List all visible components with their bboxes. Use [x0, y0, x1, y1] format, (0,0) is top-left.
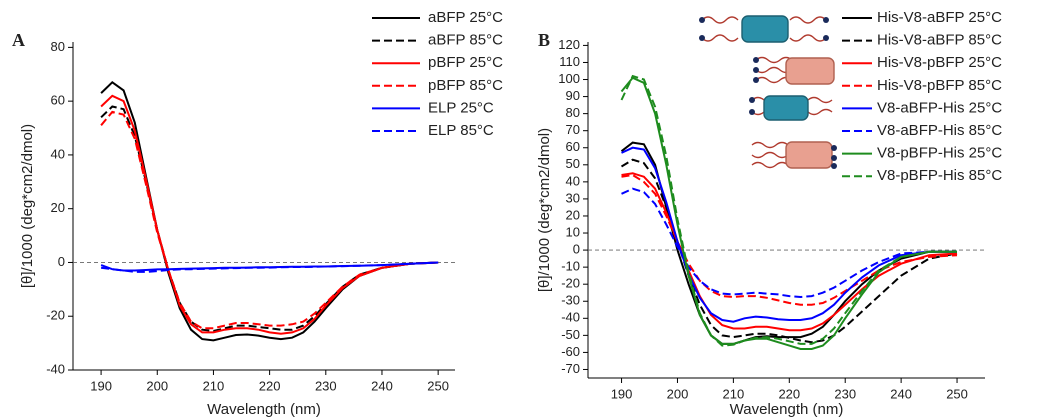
- y-tick-label: 50: [566, 156, 580, 171]
- y-tick-label: 90: [566, 88, 580, 103]
- legend-label: His-V8-aBFP 85°C: [877, 32, 1002, 49]
- x-tick-label: 240: [371, 378, 393, 393]
- panel-label: B: [538, 30, 550, 50]
- y-tick-label: 80: [51, 39, 65, 54]
- chain: [701, 16, 739, 24]
- y-tick-label: 10: [566, 224, 580, 239]
- x-tick-label: 250: [427, 378, 449, 393]
- y-tick-label: -40: [46, 361, 65, 376]
- y-tick-label: 20: [51, 200, 65, 215]
- y-tick-label: -10: [561, 259, 580, 274]
- y-tick-label: 110: [559, 54, 580, 69]
- series-line: [620, 76, 957, 350]
- y-tick-label: 100: [558, 71, 580, 86]
- legend-label: aBFP 85°C: [428, 32, 503, 49]
- x-tick-label: 190: [90, 378, 112, 393]
- chain: [701, 34, 739, 42]
- series-line: [621, 146, 957, 323]
- barrel: [785, 57, 835, 85]
- series-line: [100, 110, 439, 330]
- y-tick-label: -50: [561, 327, 580, 342]
- y-axis-label: [θ]/1000 (deg*cm2/dmol): [536, 128, 553, 292]
- legend-label: pBFP 25°C: [428, 54, 503, 71]
- legend-label: His-V8-pBFP 85°C: [877, 77, 1002, 94]
- x-tick-label: 240: [890, 386, 912, 401]
- y-tick-label: -20: [561, 276, 580, 291]
- panel-label: A: [12, 30, 25, 50]
- x-tick-label: 220: [778, 386, 800, 401]
- x-tick-label: 200: [146, 378, 168, 393]
- barrel: [763, 95, 809, 121]
- construct-icons: [699, 15, 837, 169]
- y-tick-label: 0: [573, 242, 580, 257]
- y-tick-label: 40: [566, 173, 580, 188]
- legend-label: His-V8-pBFP 25°C: [877, 54, 1002, 71]
- series-line: [620, 158, 958, 344]
- y-tick-label: -60: [561, 344, 580, 359]
- x-tick-label: 230: [834, 386, 856, 401]
- series-line: [100, 81, 439, 342]
- y-tick-label: -30: [561, 293, 580, 308]
- barrel: [741, 15, 789, 43]
- series-line: [621, 187, 957, 299]
- y-tick-label: 120: [558, 37, 580, 52]
- barrel: [785, 141, 833, 169]
- legend-label: V8-pBFP-His 25°C: [877, 145, 1002, 162]
- y-tick-label: -20: [46, 308, 65, 323]
- legend-label: ELP 85°C: [428, 122, 494, 139]
- y-tick-label: 70: [566, 122, 580, 137]
- y-tick-label: -40: [561, 310, 580, 325]
- legend-label: V8-aBFP-His 85°C: [877, 122, 1002, 139]
- chain: [751, 141, 789, 169]
- x-tick-label: 230: [315, 378, 337, 393]
- x-tick-label: 190: [611, 386, 633, 401]
- y-tick-label: 80: [566, 105, 580, 120]
- y-tick-label: -70: [561, 361, 580, 376]
- x-axis-label: Wavelength (nm): [730, 401, 844, 418]
- series-line: [620, 141, 957, 345]
- x-tick-label: 210: [723, 386, 745, 401]
- chain: [789, 34, 827, 42]
- y-tick-label: 20: [566, 207, 580, 222]
- series-line: [621, 173, 958, 306]
- y-tick-label: 0: [58, 254, 65, 269]
- legend-label: ELP 25°C: [428, 99, 494, 116]
- series-line: [621, 172, 958, 332]
- y-tick-label: 40: [51, 146, 65, 161]
- x-tick-label: 200: [667, 386, 689, 401]
- legend-label: His-V8-aBFP 25°C: [877, 9, 1002, 26]
- series-line: [100, 94, 439, 335]
- x-tick-label: 220: [259, 378, 281, 393]
- x-tick-label: 210: [203, 378, 225, 393]
- legend-label: V8-pBFP-His 85°C: [877, 167, 1002, 184]
- y-tick-label: 60: [566, 139, 580, 154]
- x-axis-label: Wavelength (nm): [207, 401, 321, 418]
- y-tick-label: 30: [566, 190, 580, 205]
- legend-label: pBFP 85°C: [428, 77, 503, 94]
- chain: [789, 16, 827, 24]
- legend-label: V8-aBFP-His 25°C: [877, 99, 1002, 116]
- series-line: [100, 261, 439, 272]
- legend-label: aBFP 25°C: [428, 9, 503, 26]
- y-axis-label: [θ]/1000 (deg*cm2/dmol): [19, 124, 36, 288]
- x-tick-label: 250: [946, 386, 968, 401]
- y-tick-label: 60: [51, 93, 65, 108]
- series-line: [100, 105, 439, 333]
